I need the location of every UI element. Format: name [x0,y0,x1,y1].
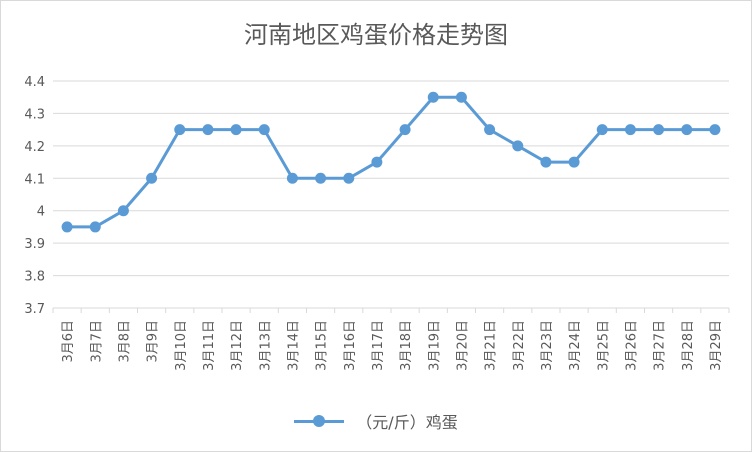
data-point [286,172,298,184]
y-tick-label: 4.1 [24,172,45,187]
x-tick-label: 3月16日 [343,320,358,371]
x-tick-label: 3月15日 [315,320,330,371]
data-point [399,124,411,136]
data-point [540,156,552,168]
data-point [258,124,270,136]
x-tick-label: 3月8日 [117,320,132,363]
data-point [230,124,242,136]
data-point [568,156,580,168]
data-point [174,124,186,136]
data-point [202,124,214,136]
x-tick-label: 3月18日 [399,320,414,371]
data-point [427,91,439,103]
x-tick-label: 3月22日 [512,320,527,371]
data-point [455,91,467,103]
x-tick-label: 3月25日 [596,320,611,371]
x-tick-label: 3月17日 [371,320,386,371]
legend-label: （元/斤）鸡蛋 [356,413,458,432]
data-point [484,124,496,136]
legend: （元/斤）鸡蛋 [1,409,751,433]
x-tick-label: 3月21日 [484,320,499,371]
y-tick-label: 4.4 [24,75,45,90]
data-point [681,124,693,136]
x-tick-label: 3月29日 [709,320,724,371]
x-tick-label: 3月12日 [230,320,245,371]
y-tick-label: 4.2 [24,140,45,155]
data-point [371,156,383,168]
y-tick-label: 4.3 [24,107,45,122]
data-point [89,221,101,233]
x-tick-label: 3月14日 [286,320,301,371]
chart-title: 河南地区鸡蛋价格走势图 [244,21,508,49]
y-tick-label: 4 [37,205,45,220]
data-point [596,124,608,136]
x-tick-label: 3月11日 [202,320,217,371]
series-line [67,95,715,229]
legend-line-marker-icon [294,413,345,429]
data-point [512,140,524,152]
x-tick-label: 3月20日 [455,320,470,371]
data-point [343,172,355,184]
x-tick-label: 3月13日 [258,320,273,371]
y-tick-label: 3.9 [24,237,45,252]
y-tick-label: 3.7 [24,302,45,317]
data-point [146,172,158,184]
x-tick-label: 3月24日 [568,320,583,371]
data-point [61,221,73,233]
data-point [624,124,636,136]
x-tick-label: 3月10日 [174,320,189,371]
data-point [653,124,665,136]
data-point [117,205,129,217]
data-point [315,172,327,184]
x-tick-label: 3月6日 [61,320,76,363]
line-chart: 3.7 3.8 3.9 4 4.1 4.2 4.3 4.4 3月6日 3月7日 3月8日 3月9日 3… [24,75,730,371]
x-tick-label: 3月28日 [681,320,696,371]
x-tick-label: 3月9日 [146,320,161,363]
x-tick-label: 3月27日 [653,320,668,371]
x-tick-label: 3月7日 [89,320,104,363]
x-tick-label: 3月26日 [624,320,639,371]
data-point [709,124,721,136]
x-tick-label: 3月19日 [427,320,442,371]
x-tick-label: 3月23日 [540,320,555,371]
y-tick-label: 3.8 [24,270,45,285]
